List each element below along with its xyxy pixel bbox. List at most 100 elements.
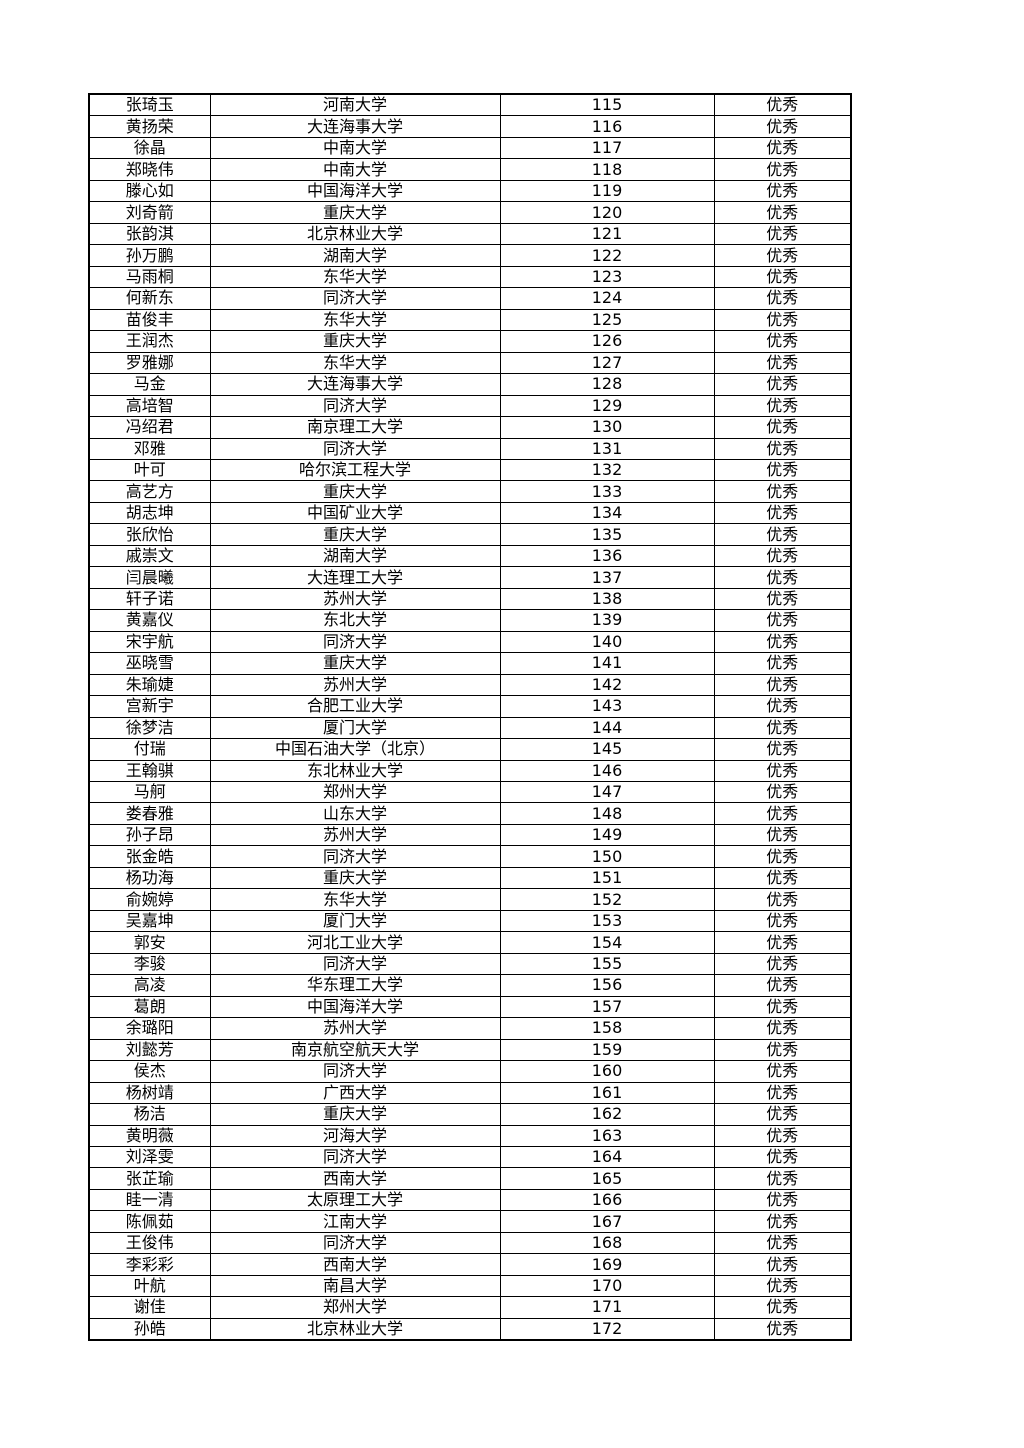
student-name: 徐晶 [88, 136, 211, 160]
student-name: 黄嘉仪 [88, 609, 211, 632]
table-row: 胡志坤 中国矿业大学 134 优秀 [88, 501, 852, 525]
number: 161 [499, 1081, 715, 1105]
grade: 优秀 [713, 1231, 852, 1255]
number: 119 [499, 179, 715, 203]
university: 苏州大学 [209, 587, 501, 611]
university: 厦门大学 [209, 716, 501, 740]
number: 126 [499, 330, 715, 353]
grade: 优秀 [713, 609, 852, 632]
student-name: 郑晓伟 [88, 158, 211, 181]
university: 合肥工业大学 [209, 695, 501, 718]
number: 120 [499, 201, 715, 224]
university: 中国海洋大学 [209, 995, 501, 1019]
number: 155 [499, 952, 715, 976]
grade: 优秀 [713, 1103, 852, 1126]
student-name: 葛朗 [88, 995, 211, 1019]
university: 西南大学 [209, 1167, 501, 1190]
university: 湖南大学 [209, 244, 501, 267]
table-row: 付瑞 中国石油大学（北京） 145 优秀 [88, 738, 852, 761]
number: 169 [499, 1253, 715, 1276]
student-name: 付瑞 [88, 738, 211, 761]
grade: 优秀 [713, 823, 852, 847]
student-name: 轩子诺 [88, 587, 211, 611]
university: 中国矿业大学 [209, 501, 501, 525]
university: 河南大学 [209, 93, 501, 117]
university: 同济大学 [209, 287, 501, 310]
number: 151 [499, 866, 715, 890]
student-name: 马金 [88, 373, 211, 396]
number: 135 [499, 523, 715, 546]
table-row: 戚崇文 湖南大学 136 优秀 [88, 544, 852, 568]
grade: 优秀 [713, 244, 852, 267]
student-name: 张韵淇 [88, 222, 211, 246]
number: 164 [499, 1145, 715, 1169]
grade: 优秀 [713, 1167, 852, 1190]
university: 东华大学 [209, 351, 501, 375]
grade: 优秀 [713, 802, 852, 825]
table-row: 孙子昂 苏州大学 149 优秀 [88, 823, 852, 847]
university: 苏州大学 [209, 673, 501, 697]
table-row: 陈佩茹 江南大学 167 优秀 [88, 1210, 852, 1233]
student-name: 徐梦洁 [88, 716, 211, 740]
university: 北京林业大学 [209, 1317, 501, 1341]
number: 139 [499, 609, 715, 632]
university: 东华大学 [209, 308, 501, 332]
table-row: 高培智 同济大学 129 优秀 [88, 394, 852, 418]
university: 同济大学 [209, 952, 501, 976]
grade: 优秀 [713, 1017, 852, 1040]
grade: 优秀 [713, 738, 852, 761]
student-name: 孙皓 [88, 1317, 211, 1341]
student-name: 高凌 [88, 974, 211, 997]
table-row: 王俊伟 同济大学 168 优秀 [88, 1231, 852, 1255]
university: 郑州大学 [209, 1296, 501, 1319]
table-row: 刘懿芳 南京航空航天大学 159 优秀 [88, 1038, 852, 1062]
university: 中国海洋大学 [209, 179, 501, 203]
university: 重庆大学 [209, 330, 501, 353]
university: 湖南大学 [209, 544, 501, 568]
number: 149 [499, 823, 715, 847]
table-row: 罗雅娜 东华大学 127 优秀 [88, 351, 852, 375]
grade: 优秀 [713, 1081, 852, 1105]
student-name: 戚崇文 [88, 544, 211, 568]
university: 河北工业大学 [209, 931, 501, 954]
grade: 优秀 [713, 974, 852, 997]
student-name: 侯杰 [88, 1060, 211, 1083]
university: 江南大学 [209, 1210, 501, 1233]
grade: 优秀 [713, 1038, 852, 1062]
number: 130 [499, 416, 715, 439]
student-name: 张琦玉 [88, 93, 211, 117]
student-name: 李骏 [88, 952, 211, 976]
table-row: 刘奇箭 重庆大学 120 优秀 [88, 201, 852, 224]
student-name: 李彩彩 [88, 1253, 211, 1276]
grade: 优秀 [713, 1296, 852, 1319]
number: 153 [499, 909, 715, 933]
table-row: 闫晨曦 大连理工大学 137 优秀 [88, 566, 852, 589]
grade: 优秀 [713, 1124, 852, 1147]
student-name: 何新东 [88, 287, 211, 310]
number: 122 [499, 244, 715, 267]
grade: 优秀 [713, 201, 852, 224]
number: 156 [499, 974, 715, 997]
grade: 优秀 [713, 995, 852, 1019]
student-name: 宋宇航 [88, 630, 211, 654]
university: 中南大学 [209, 136, 501, 160]
number: 141 [499, 652, 715, 675]
university: 同济大学 [209, 1231, 501, 1255]
grade: 优秀 [713, 136, 852, 160]
table-row: 杨功海 重庆大学 151 优秀 [88, 866, 852, 890]
number: 140 [499, 630, 715, 654]
grade: 优秀 [713, 759, 852, 783]
student-name: 张金皓 [88, 845, 211, 868]
table-row: 徐晶 中南大学 117 优秀 [88, 136, 852, 160]
number: 171 [499, 1296, 715, 1319]
number: 168 [499, 1231, 715, 1255]
number: 167 [499, 1210, 715, 1233]
student-name: 胡志坤 [88, 501, 211, 525]
table-row: 黄嘉仪 东北大学 139 优秀 [88, 609, 852, 632]
table-row: 张金皓 同济大学 150 优秀 [88, 845, 852, 868]
table-row: 滕心如 中国海洋大学 119 优秀 [88, 179, 852, 203]
grade: 优秀 [713, 373, 852, 396]
university: 南京航空航天大学 [209, 1038, 501, 1062]
student-name: 叶航 [88, 1274, 211, 1298]
table-row: 谢佳 郑州大学 171 优秀 [88, 1296, 852, 1319]
